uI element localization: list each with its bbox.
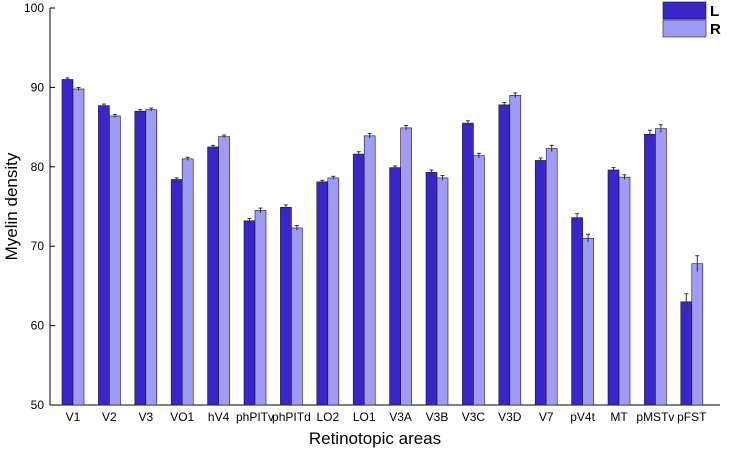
bar-R-V3B (436, 177, 449, 406)
x-tick-label: V1 (66, 410, 81, 424)
bar-R-V3D (509, 95, 522, 406)
bar-R-pFST (691, 263, 704, 406)
legend-swatch-R (662, 19, 707, 38)
bar-L-LO1 (352, 153, 365, 406)
bar-R-MT (618, 176, 631, 406)
x-tick-label: V3C (462, 410, 486, 424)
bar-L-phPITd (280, 206, 292, 406)
x-tick-label: pMSTv (636, 410, 674, 424)
bar-R-pV4t (582, 237, 594, 406)
bar-L-V3A (389, 167, 401, 406)
bar-L-VO1 (170, 179, 183, 406)
legend-swatch-L (662, 1, 707, 20)
bar-R-V7 (545, 148, 558, 406)
y-axis-label: Myelin density (2, 152, 21, 260)
x-tick-label: V3D (498, 410, 522, 424)
legend-label-R: R (710, 21, 721, 38)
bar-R-phPITv (254, 210, 267, 406)
bar-R-V3 (145, 109, 158, 406)
bar-L-phPITv (243, 220, 256, 406)
bar-L-LO2 (316, 181, 329, 406)
x-tick-label: V3 (138, 410, 153, 424)
x-tick-label: V2 (102, 410, 117, 424)
bar-L-V7 (534, 160, 547, 406)
bar-R-V3A (400, 127, 412, 406)
bar-L-pFST (680, 301, 693, 406)
x-tick-label: V3B (426, 410, 449, 424)
bar-R-VO1 (181, 158, 194, 406)
bar-L-V1 (61, 79, 74, 406)
bar-R-V2 (109, 115, 121, 406)
bar-L-V3D (498, 104, 511, 406)
x-tick-label: MT (610, 410, 628, 424)
y-tick-label: 70 (31, 239, 45, 253)
bar-L-V2 (98, 105, 110, 406)
legend-label-L: L (710, 3, 719, 20)
x-tick-label: VO1 (170, 410, 194, 424)
x-tick-label: hV4 (208, 410, 230, 424)
bar-L-V3B (425, 172, 438, 406)
bar-R-LO2 (327, 177, 340, 406)
bar-L-V3C (462, 122, 474, 406)
y-tick-label: 60 (31, 319, 45, 333)
x-tick-label: V3A (389, 410, 412, 424)
bars (61, 77, 704, 406)
x-axis-label: Retinotopic areas (309, 429, 441, 448)
bar-R-pMSTv (655, 128, 667, 406)
y-axis: 50 60 70 80 90 100 (24, 1, 55, 412)
x-tick-label: phPITd (272, 410, 311, 424)
y-tick-label: 50 (31, 398, 45, 412)
y-tick-label: 90 (31, 80, 45, 94)
legend: LR (662, 1, 721, 38)
bar-L-V3 (134, 110, 147, 406)
x-tick-label: LO2 (316, 410, 339, 424)
x-tick-label: pV4t (570, 410, 595, 424)
bar-R-phPITd (291, 227, 303, 406)
bar-L-MT (607, 169, 620, 406)
y-tick-label: 100 (24, 1, 44, 15)
bar-R-V1 (72, 88, 85, 406)
bar-R-hV4 (218, 136, 230, 406)
bar-L-pMSTv (644, 133, 656, 406)
x-tick-label: LO1 (353, 410, 376, 424)
bar-R-V3C (473, 155, 485, 406)
bar-L-pV4t (571, 217, 583, 406)
y-tick-label: 80 (31, 160, 45, 174)
x-tick-label: V7 (539, 410, 554, 424)
x-tick-label: pFST (677, 410, 707, 424)
bar-L-hV4 (207, 146, 219, 406)
bar-R-LO1 (363, 135, 376, 406)
x-tick-label: phPITv (236, 410, 274, 424)
